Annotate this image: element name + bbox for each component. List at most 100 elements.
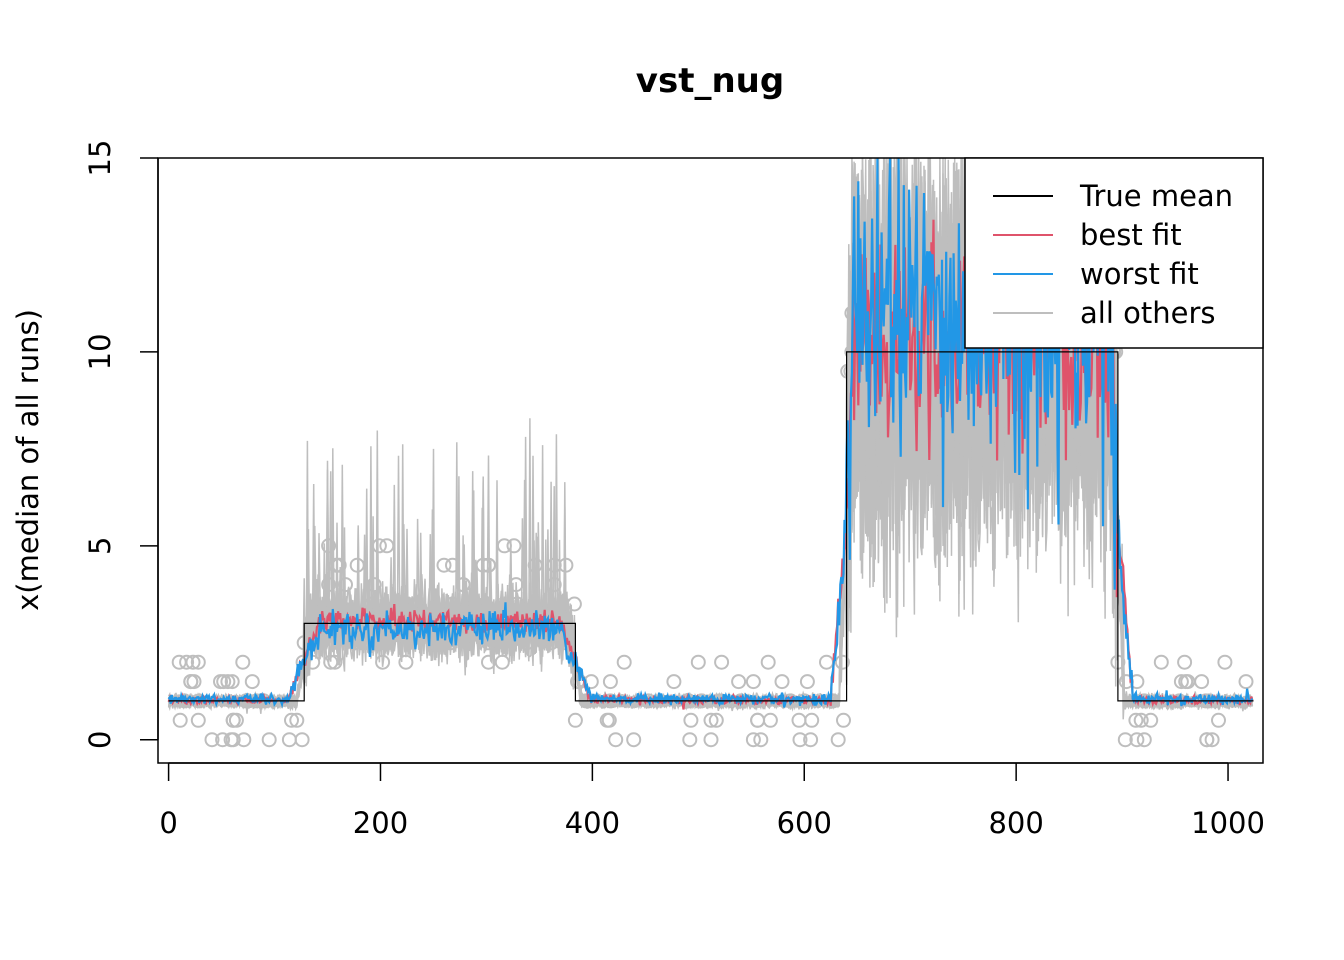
data-point xyxy=(836,712,851,728)
data-point xyxy=(436,557,452,573)
data-point xyxy=(349,557,365,573)
data-point xyxy=(760,654,776,670)
data-point xyxy=(509,596,525,612)
data-point xyxy=(508,577,524,593)
data-point xyxy=(284,712,299,728)
data-point xyxy=(204,732,220,748)
data-point xyxy=(714,654,730,670)
x-tick-label: 400 xyxy=(565,806,620,840)
data-point xyxy=(745,732,761,748)
data-point xyxy=(481,557,496,573)
x-tick-label: 800 xyxy=(988,806,1043,840)
y-tick-label: 5 xyxy=(83,537,117,555)
data-point xyxy=(799,674,815,690)
data-point xyxy=(543,635,559,651)
data-point xyxy=(546,577,562,593)
data-point xyxy=(371,538,387,554)
data-point xyxy=(762,712,778,728)
y-axis: 0 5 10 15 xyxy=(83,140,159,749)
data-point xyxy=(792,732,808,748)
data-point xyxy=(235,654,251,670)
data-point xyxy=(445,557,460,573)
data-point xyxy=(190,654,206,670)
data-point xyxy=(215,732,231,748)
data-point xyxy=(567,712,583,728)
data-point xyxy=(690,654,706,670)
data-point xyxy=(1217,654,1233,670)
data-point xyxy=(225,712,241,728)
data-point xyxy=(1128,712,1144,728)
legend-box xyxy=(964,157,1264,349)
data-point xyxy=(321,538,337,554)
data-point xyxy=(750,712,766,728)
data-point xyxy=(321,577,337,593)
data-point xyxy=(179,654,195,670)
legend-label-worst: worst fit xyxy=(1080,257,1199,291)
data-point xyxy=(703,732,719,748)
data-point xyxy=(708,712,724,728)
y-tick-label: 15 xyxy=(83,140,117,177)
x-axis: 0 200 400 600 800 1000 xyxy=(159,762,1265,840)
data-point xyxy=(281,732,297,748)
data-point xyxy=(666,674,682,690)
data-point xyxy=(1136,732,1152,748)
legend-label-true: True mean xyxy=(1079,179,1233,213)
data-point xyxy=(183,674,199,690)
data-point xyxy=(338,577,353,593)
data-point xyxy=(1238,674,1254,690)
data-point xyxy=(289,712,305,728)
data-point xyxy=(558,557,574,573)
data-point xyxy=(834,654,850,670)
x-tick-label: 200 xyxy=(353,806,408,840)
data-point xyxy=(791,712,807,728)
data-point xyxy=(185,654,201,670)
data-point xyxy=(1204,732,1220,748)
data-point xyxy=(753,732,769,748)
data-point xyxy=(616,654,632,670)
data-point xyxy=(803,732,819,748)
y-tick-label: 0 xyxy=(83,731,117,749)
data-point xyxy=(261,732,277,748)
data-point xyxy=(1153,654,1169,670)
legend-label-others: all others xyxy=(1080,296,1215,330)
data-point xyxy=(1211,712,1226,728)
data-point xyxy=(682,732,698,748)
legend-label-best: best fit xyxy=(1080,218,1182,252)
data-point xyxy=(602,674,618,690)
data-point xyxy=(190,712,206,728)
data-point xyxy=(295,654,311,670)
data-point xyxy=(331,557,347,573)
data-point xyxy=(475,557,491,573)
data-point xyxy=(546,557,562,573)
x-tick-label: 0 xyxy=(159,806,177,840)
data-point xyxy=(445,596,460,612)
data-point xyxy=(527,557,543,573)
data-point xyxy=(224,674,240,690)
data-point xyxy=(819,654,834,670)
data-point xyxy=(703,712,719,728)
data-point xyxy=(323,654,339,670)
data-point xyxy=(830,732,846,748)
data-point xyxy=(220,674,236,690)
data-point xyxy=(774,674,790,690)
data-point xyxy=(496,538,512,554)
y-tick-label: 10 xyxy=(83,333,117,370)
data-point xyxy=(601,712,617,728)
data-point xyxy=(327,654,343,670)
data-point xyxy=(216,674,232,690)
data-point xyxy=(1199,732,1215,748)
data-point xyxy=(172,712,188,728)
data-point xyxy=(1117,732,1133,748)
data-point xyxy=(1143,712,1159,728)
data-point xyxy=(626,732,642,748)
data-point xyxy=(225,732,241,748)
data-point xyxy=(683,712,699,728)
data-point xyxy=(379,538,395,554)
data-point xyxy=(455,577,471,593)
data-point xyxy=(506,538,522,554)
x-tick-label: 1000 xyxy=(1191,806,1265,840)
data-point xyxy=(1133,712,1149,728)
data-point xyxy=(1173,674,1189,690)
data-point xyxy=(294,732,310,748)
